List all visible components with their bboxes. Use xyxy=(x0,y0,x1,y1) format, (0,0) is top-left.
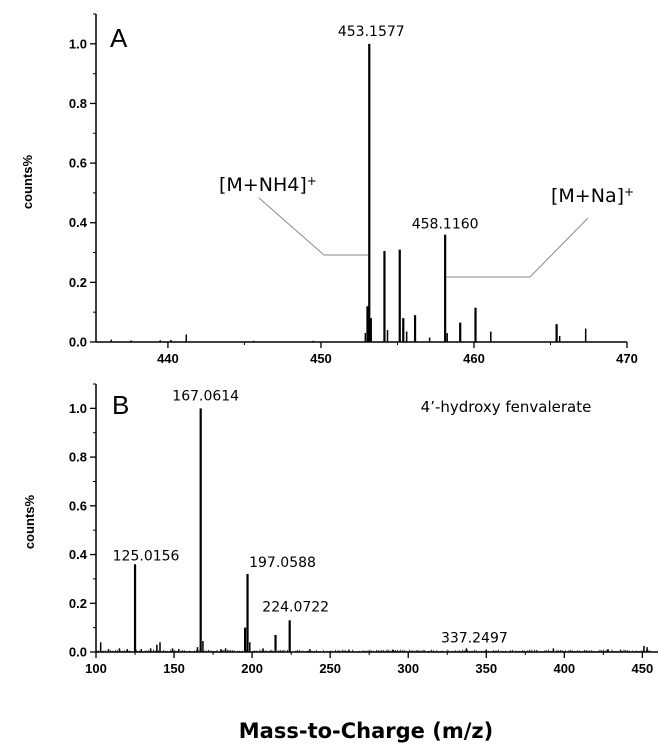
x-tick-label: 350 xyxy=(475,661,497,676)
y-tick-label: 0.0 xyxy=(69,645,87,660)
y-tick-label: 0.0 xyxy=(69,335,87,350)
x-axis-title: Mass-to-Charge (m/z) xyxy=(239,719,493,743)
y-tick-label: 0.8 xyxy=(69,450,87,465)
x-tick-label: 450 xyxy=(632,661,654,676)
x-tick-label: 250 xyxy=(319,661,341,676)
panel-label: B xyxy=(112,390,129,420)
y-tick-label: 0.8 xyxy=(69,96,87,111)
y-tick-label: 1.0 xyxy=(69,401,87,416)
x-tick-label: 300 xyxy=(397,661,419,676)
x-tick-label: 150 xyxy=(163,661,185,676)
x-tick-label: 470 xyxy=(616,351,638,366)
peak-label: 125.0156 xyxy=(113,548,180,564)
y-axis-label: counts% xyxy=(22,494,37,549)
peak-label: 337.2497 xyxy=(441,630,508,646)
y-tick-label: 0.6 xyxy=(69,156,87,171)
x-tick-label: 400 xyxy=(553,661,575,676)
adduct-label-nh4: [M+NH4]+ xyxy=(219,174,317,196)
y-tick-label: 0.2 xyxy=(69,275,87,290)
x-tick-label: 100 xyxy=(85,661,107,676)
compound-name: 4’-hydroxy fenvalerate xyxy=(421,398,592,416)
y-tick-label: 1.0 xyxy=(69,36,87,51)
y-tick-label: 0.4 xyxy=(69,215,88,230)
y-tick-label: 0.4 xyxy=(69,547,88,562)
peak-label: 197.0588 xyxy=(249,555,316,571)
x-tick-label: 460 xyxy=(463,351,485,366)
peak-label: 458.1160 xyxy=(412,217,479,233)
x-tick-label: 440 xyxy=(157,351,179,366)
adduct-label-na: [M+Na]+ xyxy=(551,185,634,207)
y-tick-label: 0.2 xyxy=(69,596,87,611)
peak-label: 224.0722 xyxy=(262,599,329,615)
peak-label: 453.1577 xyxy=(338,24,405,40)
panel-label: A xyxy=(110,23,128,53)
x-tick-label: 450 xyxy=(310,351,332,366)
leader-line-na xyxy=(446,217,589,278)
chart-panel-b: 0.0 0.2 0.4 0.6 0.8 1.0 100 150 200 250 300 350 400 4… xyxy=(22,383,658,743)
leader-line-nh4 xyxy=(258,197,369,256)
chart-panel-a: 0.0 0.2 0.4 0.6 0.8 1.0 440 450 460 470 counts% A 45… xyxy=(20,13,638,366)
x-tick-label: 200 xyxy=(241,661,263,676)
y-axis-label: counts% xyxy=(20,154,35,209)
peak-label: 167.0614 xyxy=(172,388,239,404)
y-tick-label: 0.6 xyxy=(69,498,87,513)
